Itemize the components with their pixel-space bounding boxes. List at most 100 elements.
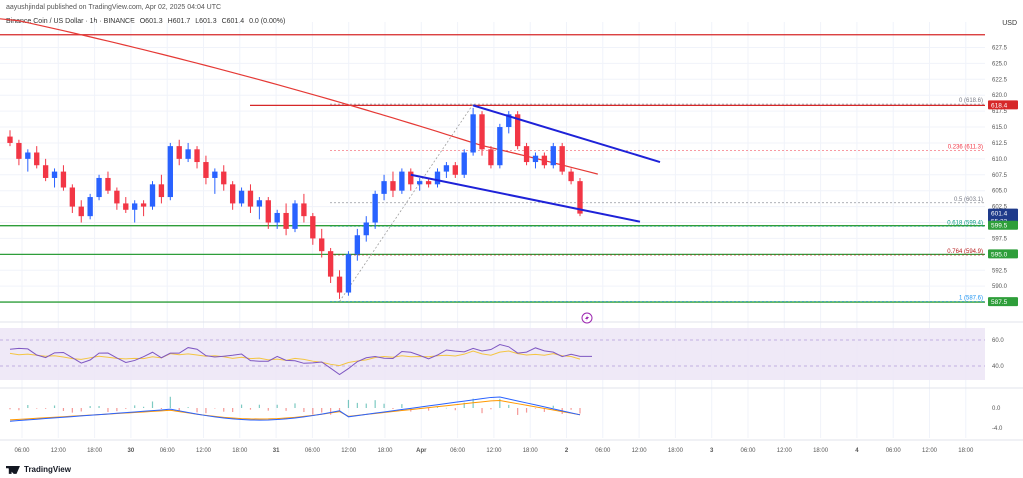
candle-body [87,197,93,217]
time-axis-label: 12:00 [777,448,793,454]
candle-body [479,114,485,150]
macd-histogram-bar [445,407,448,409]
rsi-band [0,328,985,380]
macd-line [9,396,581,422]
macd-histogram-bar [472,398,474,408]
macd-histogram-bar [330,408,332,415]
candle-body [434,171,441,185]
macd-histogram-bar [258,404,260,408]
candle-body [363,222,369,236]
price-tick-label: 625.0 [992,61,1008,67]
macd-histogram-bar [321,408,323,413]
time-axis-label: 31 [273,448,280,454]
price-tick-label: 607.5 [992,173,1008,179]
macd-histogram-bar [80,408,82,412]
price-tick-label: 597.5 [992,236,1008,242]
candle-body [78,206,84,217]
macd-histogram-bar [517,408,519,415]
price-label-box [988,297,1018,307]
candle-body [105,177,111,191]
macd-histogram-bar [214,408,216,409]
macd-histogram-bar [196,408,198,413]
macd-histogram-bar [285,408,287,411]
rsi-line [9,343,592,376]
time-axis-label: 18:00 [232,448,248,454]
rsi-axis-label: 40.0 [992,364,1004,370]
macd-histogram-bar [134,405,136,408]
candle-body [532,155,539,163]
brand-name: TradingView [24,465,71,474]
symbol-title: Binance Coin / US Dollar · 1h · BINANCE [6,18,135,25]
macd-histogram-bar [89,406,91,408]
macd-histogram-bar [312,408,314,415]
currency-label: USD [1002,20,1017,27]
macd-histogram-bar [187,407,189,408]
candle-body [16,142,22,159]
macd-histogram-bar [499,398,501,408]
candle-body [140,203,147,207]
candle-body [114,190,120,204]
price-label-value: 595.0 [991,251,1008,258]
candle-body [265,200,271,223]
candle-body [497,127,503,166]
macd-histogram-bar [401,404,403,408]
candle-body [452,165,458,175]
price-tick-label: 590.0 [992,284,1008,290]
publish-info: aayushjindal published on TradingView.co… [6,4,222,11]
macd-histogram-bar [294,403,296,408]
macd-histogram-bar [534,408,537,409]
candle-body [42,165,49,178]
candle-body [274,212,280,223]
candle-body [372,193,378,223]
candle-body [381,181,387,194]
ohlc-high: H601.7 [167,18,191,25]
price-label-value: 587.5 [991,299,1008,306]
candle-body [443,165,450,172]
fib-level-label: 0.618 (599.4) [947,220,983,226]
macd-histogram-bar [36,408,38,409]
price-tick-label: 615.0 [992,125,1008,131]
macd-histogram-bar [9,408,11,410]
time-axis-label: 2 [565,448,569,454]
macd-histogram-bar [125,408,127,409]
macd-histogram-bar [481,408,483,414]
macd-histogram-bar [392,408,394,410]
candle-body [550,146,556,166]
candle-body [25,152,31,159]
candle-body [247,190,254,207]
macd-histogram-bar [463,402,465,408]
macd-histogram-bar [71,408,73,413]
macd-histogram-bar [223,408,225,412]
macd-histogram-bar [552,405,554,408]
time-axis-label: 12:00 [341,448,357,454]
time-axis-label: 06:00 [450,448,466,454]
time-axis-label: 06:00 [595,448,611,454]
price-label-box [988,100,1018,110]
candle-body [69,187,76,207]
lightning-icon [585,315,589,321]
macd-histogram-bar [347,399,350,408]
macd-histogram-bar [365,403,367,408]
fib-level-label: 0.5 (603.1) [954,197,983,203]
macd-histogram-bar [116,408,118,412]
candle-body [523,146,530,163]
time-axis-label: 12:00 [922,448,938,454]
time-axis-label: 18:00 [87,448,103,454]
price-tick-label: 622.5 [992,77,1008,83]
candle-body [256,200,263,207]
macd-histogram-bar [570,408,572,410]
candle-body [185,149,191,159]
time-axis-label: 4 [855,448,859,454]
candle-body [390,181,396,191]
channel-upper-line [472,104,661,164]
fib-level-label: 0 (618.6) [959,98,983,104]
time-axis-label: 06:00 [740,448,756,454]
candle-body [283,212,289,229]
time-axis-label: 06:00 [14,448,30,454]
time-axis-label: 12:00 [51,448,67,454]
time-axis-label: 30 [128,448,135,454]
candle-body [7,136,13,143]
candle-body [425,181,432,185]
candle-body [292,203,298,229]
